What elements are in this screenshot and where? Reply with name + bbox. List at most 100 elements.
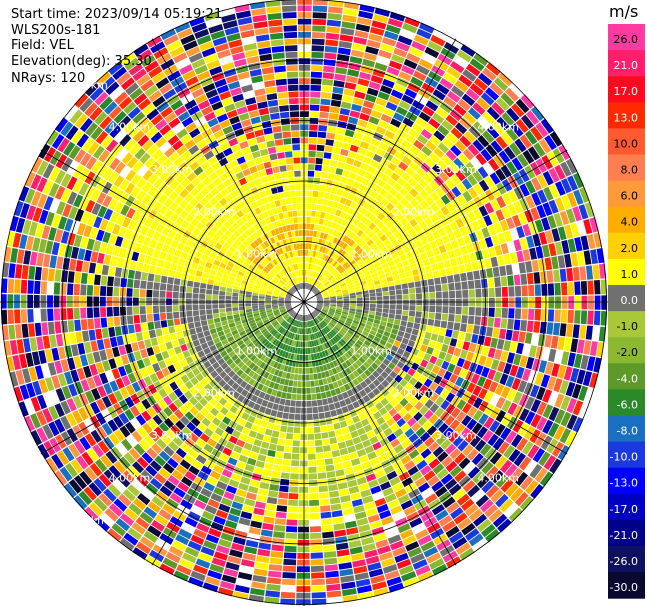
velocity-gate bbox=[209, 197, 219, 206]
velocity-gate bbox=[280, 219, 286, 226]
velocity-gate bbox=[317, 465, 326, 473]
velocity-gate bbox=[418, 111, 431, 123]
velocity-gate bbox=[275, 78, 287, 86]
velocity-gate bbox=[344, 322, 351, 327]
velocity-gate bbox=[197, 264, 205, 272]
velocity-gate bbox=[92, 145, 105, 159]
velocity-gate bbox=[238, 482, 249, 492]
velocity-gate bbox=[350, 274, 357, 280]
velocity-gate bbox=[389, 264, 397, 272]
velocity-gate bbox=[413, 34, 429, 46]
velocity-gate bbox=[299, 314, 302, 321]
velocity-gate bbox=[119, 425, 131, 438]
velocity-gate bbox=[351, 242, 358, 250]
velocity-gate bbox=[271, 252, 277, 259]
velocity-gate bbox=[100, 286, 107, 296]
velocity-gate bbox=[492, 437, 505, 451]
velocity-gate bbox=[262, 282, 269, 287]
velocity-gate bbox=[170, 262, 178, 271]
velocity-gate bbox=[124, 229, 133, 240]
velocity-gate bbox=[240, 511, 253, 520]
velocity-gate bbox=[518, 422, 530, 437]
velocity-gate bbox=[188, 144, 200, 155]
velocity-gate bbox=[390, 388, 399, 398]
velocity-gate bbox=[530, 106, 545, 121]
velocity-gate bbox=[239, 23, 254, 32]
velocity-gate bbox=[330, 99, 342, 108]
velocity-gate bbox=[521, 441, 534, 455]
velocity-gate bbox=[274, 275, 280, 281]
velocity-gate bbox=[525, 480, 539, 495]
velocity-gate bbox=[235, 424, 244, 433]
velocity-gate bbox=[449, 448, 461, 460]
velocity-gate bbox=[298, 526, 310, 533]
velocity-gate bbox=[265, 167, 274, 176]
velocity-gate bbox=[495, 168, 507, 182]
velocity-gate bbox=[257, 352, 264, 359]
velocity-gate bbox=[245, 131, 256, 140]
velocity-gate bbox=[278, 404, 285, 412]
velocity-gate bbox=[370, 190, 379, 199]
velocity-gate bbox=[285, 532, 297, 539]
velocity-gate bbox=[362, 134, 372, 144]
velocity-gate bbox=[155, 223, 165, 234]
velocity-gate bbox=[339, 197, 347, 205]
velocity-gate bbox=[375, 447, 385, 457]
velocity-gate bbox=[335, 274, 342, 280]
velocity-gate bbox=[417, 350, 426, 359]
velocity-gate bbox=[266, 140, 276, 148]
velocity-gate bbox=[310, 354, 315, 361]
velocity-gate bbox=[38, 350, 47, 364]
velocity-gate bbox=[292, 312, 297, 318]
velocity-gate bbox=[322, 278, 328, 284]
velocity-gate bbox=[297, 374, 302, 381]
velocity-gate bbox=[340, 148, 349, 157]
velocity-gate bbox=[333, 285, 340, 290]
velocity-gate bbox=[446, 66, 461, 79]
velocity-gate bbox=[409, 293, 416, 300]
velocity-gate bbox=[173, 361, 182, 371]
velocity-gate bbox=[247, 352, 254, 359]
velocity-gate bbox=[209, 379, 218, 388]
velocity-gate bbox=[251, 424, 260, 432]
velocity-gate bbox=[393, 230, 402, 239]
velocity-gate bbox=[316, 331, 321, 338]
velocity-gate bbox=[103, 254, 112, 266]
velocity-gate bbox=[158, 360, 167, 370]
velocity-gate bbox=[402, 412, 413, 422]
velocity-gate bbox=[321, 254, 327, 261]
velocity-gate bbox=[471, 453, 484, 466]
velocity-gate bbox=[338, 319, 345, 324]
velocity-gate bbox=[152, 201, 163, 212]
velocity-gate bbox=[572, 206, 582, 222]
velocity-gate bbox=[125, 384, 136, 396]
velocity-gate bbox=[530, 413, 542, 428]
velocity-gate bbox=[499, 498, 514, 513]
velocity-gate bbox=[342, 14, 357, 23]
velocity-gate bbox=[572, 267, 580, 281]
velocity-gate bbox=[377, 269, 385, 276]
velocity-gate bbox=[139, 367, 149, 378]
velocity-gate bbox=[99, 218, 109, 231]
velocity-gate bbox=[283, 232, 289, 239]
velocity-gate bbox=[298, 321, 301, 328]
velocity-gate bbox=[202, 582, 219, 593]
velocity-gate bbox=[385, 393, 394, 402]
velocity-gate bbox=[281, 321, 287, 327]
velocity-gate bbox=[314, 439, 323, 447]
velocity-gate bbox=[366, 239, 374, 247]
velocity-gate bbox=[272, 292, 279, 296]
velocity-gate bbox=[141, 272, 148, 281]
velocity-gate bbox=[378, 142, 389, 151]
velocity-gate bbox=[297, 216, 302, 223]
velocity-gate bbox=[584, 202, 595, 218]
velocity-gate bbox=[258, 298, 265, 301]
velocity-gate bbox=[300, 321, 303, 328]
velocity-gate bbox=[118, 493, 132, 507]
velocity-gate bbox=[261, 196, 269, 205]
velocity-gate bbox=[355, 237, 363, 245]
velocity-gate bbox=[259, 235, 266, 242]
velocity-gate bbox=[321, 85, 333, 93]
velocity-gate bbox=[329, 267, 336, 274]
velocity-gate bbox=[352, 252, 359, 260]
